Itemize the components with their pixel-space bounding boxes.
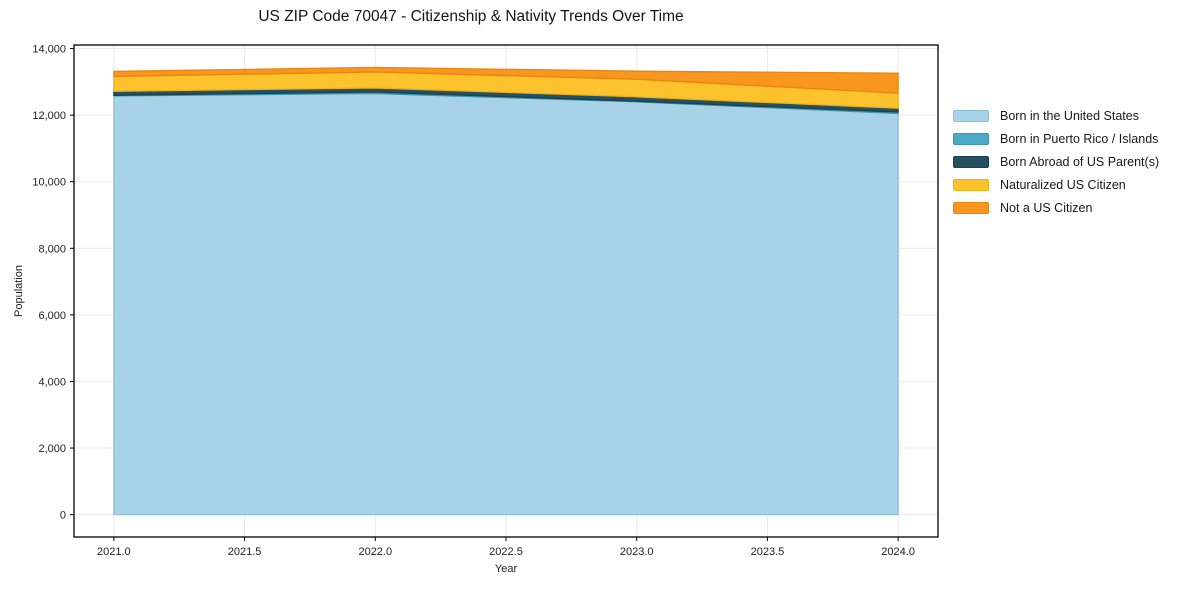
x-tick-label: 2023.0 (620, 546, 654, 558)
legend: Born in the United States Born in Puerto … (953, 104, 1159, 219)
x-axis-label: Year (494, 563, 518, 575)
x-tick-label: 2024.0 (881, 546, 915, 558)
y-tick-label: 2,000 (38, 443, 66, 455)
legend-swatch (953, 155, 989, 168)
legend-label: Naturalized US Citizen (1000, 177, 1126, 192)
y-tick-label: 6,000 (38, 310, 66, 322)
legend-swatch (953, 178, 989, 191)
x-tick-label: 2022.5 (489, 546, 523, 558)
legend-item: Naturalized US Citizen (953, 173, 1159, 196)
y-tick-label: 10,000 (32, 177, 66, 189)
area-series-0 (113, 92, 899, 516)
legend-item: Born in the United States (953, 104, 1159, 127)
chart-title: US ZIP Code 70047 - Citizenship & Nativi… (258, 8, 684, 25)
y-tick-label: 8,000 (38, 243, 66, 255)
legend-swatch (953, 109, 989, 122)
legend-swatch (953, 201, 989, 214)
y-tick-label: 0 (60, 510, 66, 522)
area-series-4 (113, 66, 899, 94)
legend-item: Born Abroad of US Parent(s) (953, 150, 1159, 173)
x-tick-label: 2023.5 (751, 546, 785, 558)
legend-swatch (953, 132, 989, 145)
y-tick-label: 14,000 (32, 44, 66, 56)
legend-label: Not a US Citizen (1000, 200, 1093, 215)
legend-label: Born Abroad of US Parent(s) (1000, 154, 1160, 169)
legend-item: Not a US Citizen (953, 196, 1159, 219)
y-tick-label: 12,000 (32, 110, 66, 122)
x-tick-label: 2021.5 (228, 546, 262, 558)
x-tick-label: 2022.0 (358, 546, 392, 558)
legend-label: Born in the United States (1000, 108, 1139, 123)
y-tick-label: 4,000 (38, 376, 66, 388)
x-tick-label: 2021.0 (97, 546, 131, 558)
legend-item: Born in Puerto Rico / Islands (953, 127, 1159, 150)
legend-label: Born in Puerto Rico / Islands (1000, 131, 1159, 146)
